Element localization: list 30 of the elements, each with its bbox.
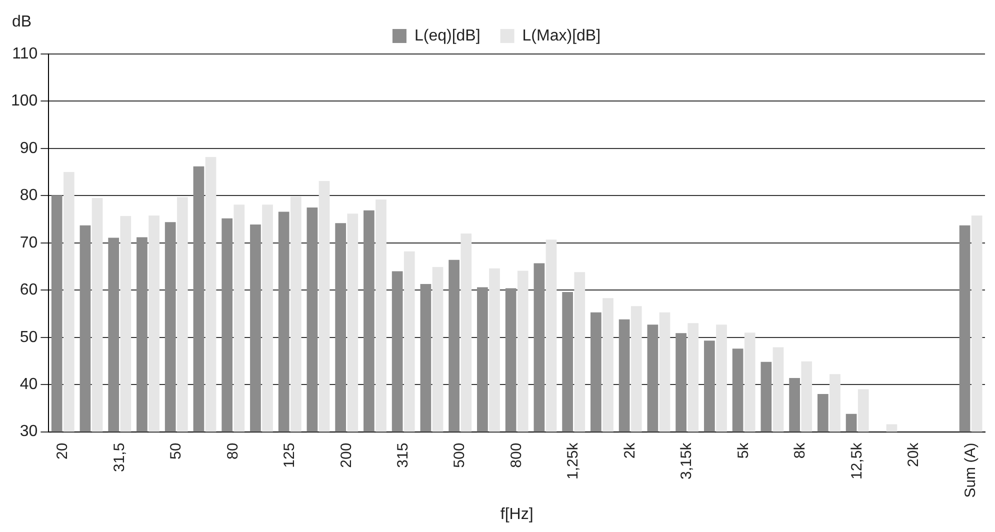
x-tick-label: 5k — [734, 442, 752, 459]
x-axis-title: f[Hz] — [500, 506, 534, 523]
y-tick-label: 110 — [12, 45, 38, 62]
x-tick-label: 12,5k — [848, 442, 866, 480]
x-tick-label: 20k — [905, 442, 922, 467]
x-tick-label: 315 — [394, 442, 412, 468]
x-tick-label: 2k — [621, 442, 638, 459]
legend-label: L(eq)[dB] — [414, 27, 480, 44]
y-tick-label: 60 — [20, 282, 38, 299]
x-tick-label: 500 — [451, 442, 468, 468]
x-tick-label: 800 — [508, 442, 525, 468]
y-tick-label: 70 — [20, 234, 38, 252]
x-tick-label: 8k — [792, 442, 809, 459]
x-tick-label: Sum (A) — [962, 442, 979, 498]
y-tick-label: 80 — [20, 187, 38, 204]
x-tick-label: 50 — [168, 442, 185, 460]
x-tick-label: 3,15k — [678, 442, 696, 480]
x-tick-label: 31,5 — [110, 442, 128, 472]
y-tick-label: 30 — [20, 423, 38, 440]
x-tick-label: 200 — [338, 442, 355, 468]
x-tick-label: 1,25k — [564, 442, 582, 480]
y-tick-label: 90 — [20, 140, 38, 157]
legend-label: L(Max)[dB] — [522, 27, 601, 44]
x-tick-label: 125 — [281, 442, 298, 468]
y-tick-label: 40 — [20, 376, 38, 393]
y-tick-label: 50 — [20, 328, 38, 346]
y-axis-title: dB — [12, 13, 32, 30]
x-tick-label: 80 — [224, 442, 242, 460]
x-tick-label: 20 — [54, 442, 72, 460]
y-tick-label: 100 — [10, 92, 38, 110]
